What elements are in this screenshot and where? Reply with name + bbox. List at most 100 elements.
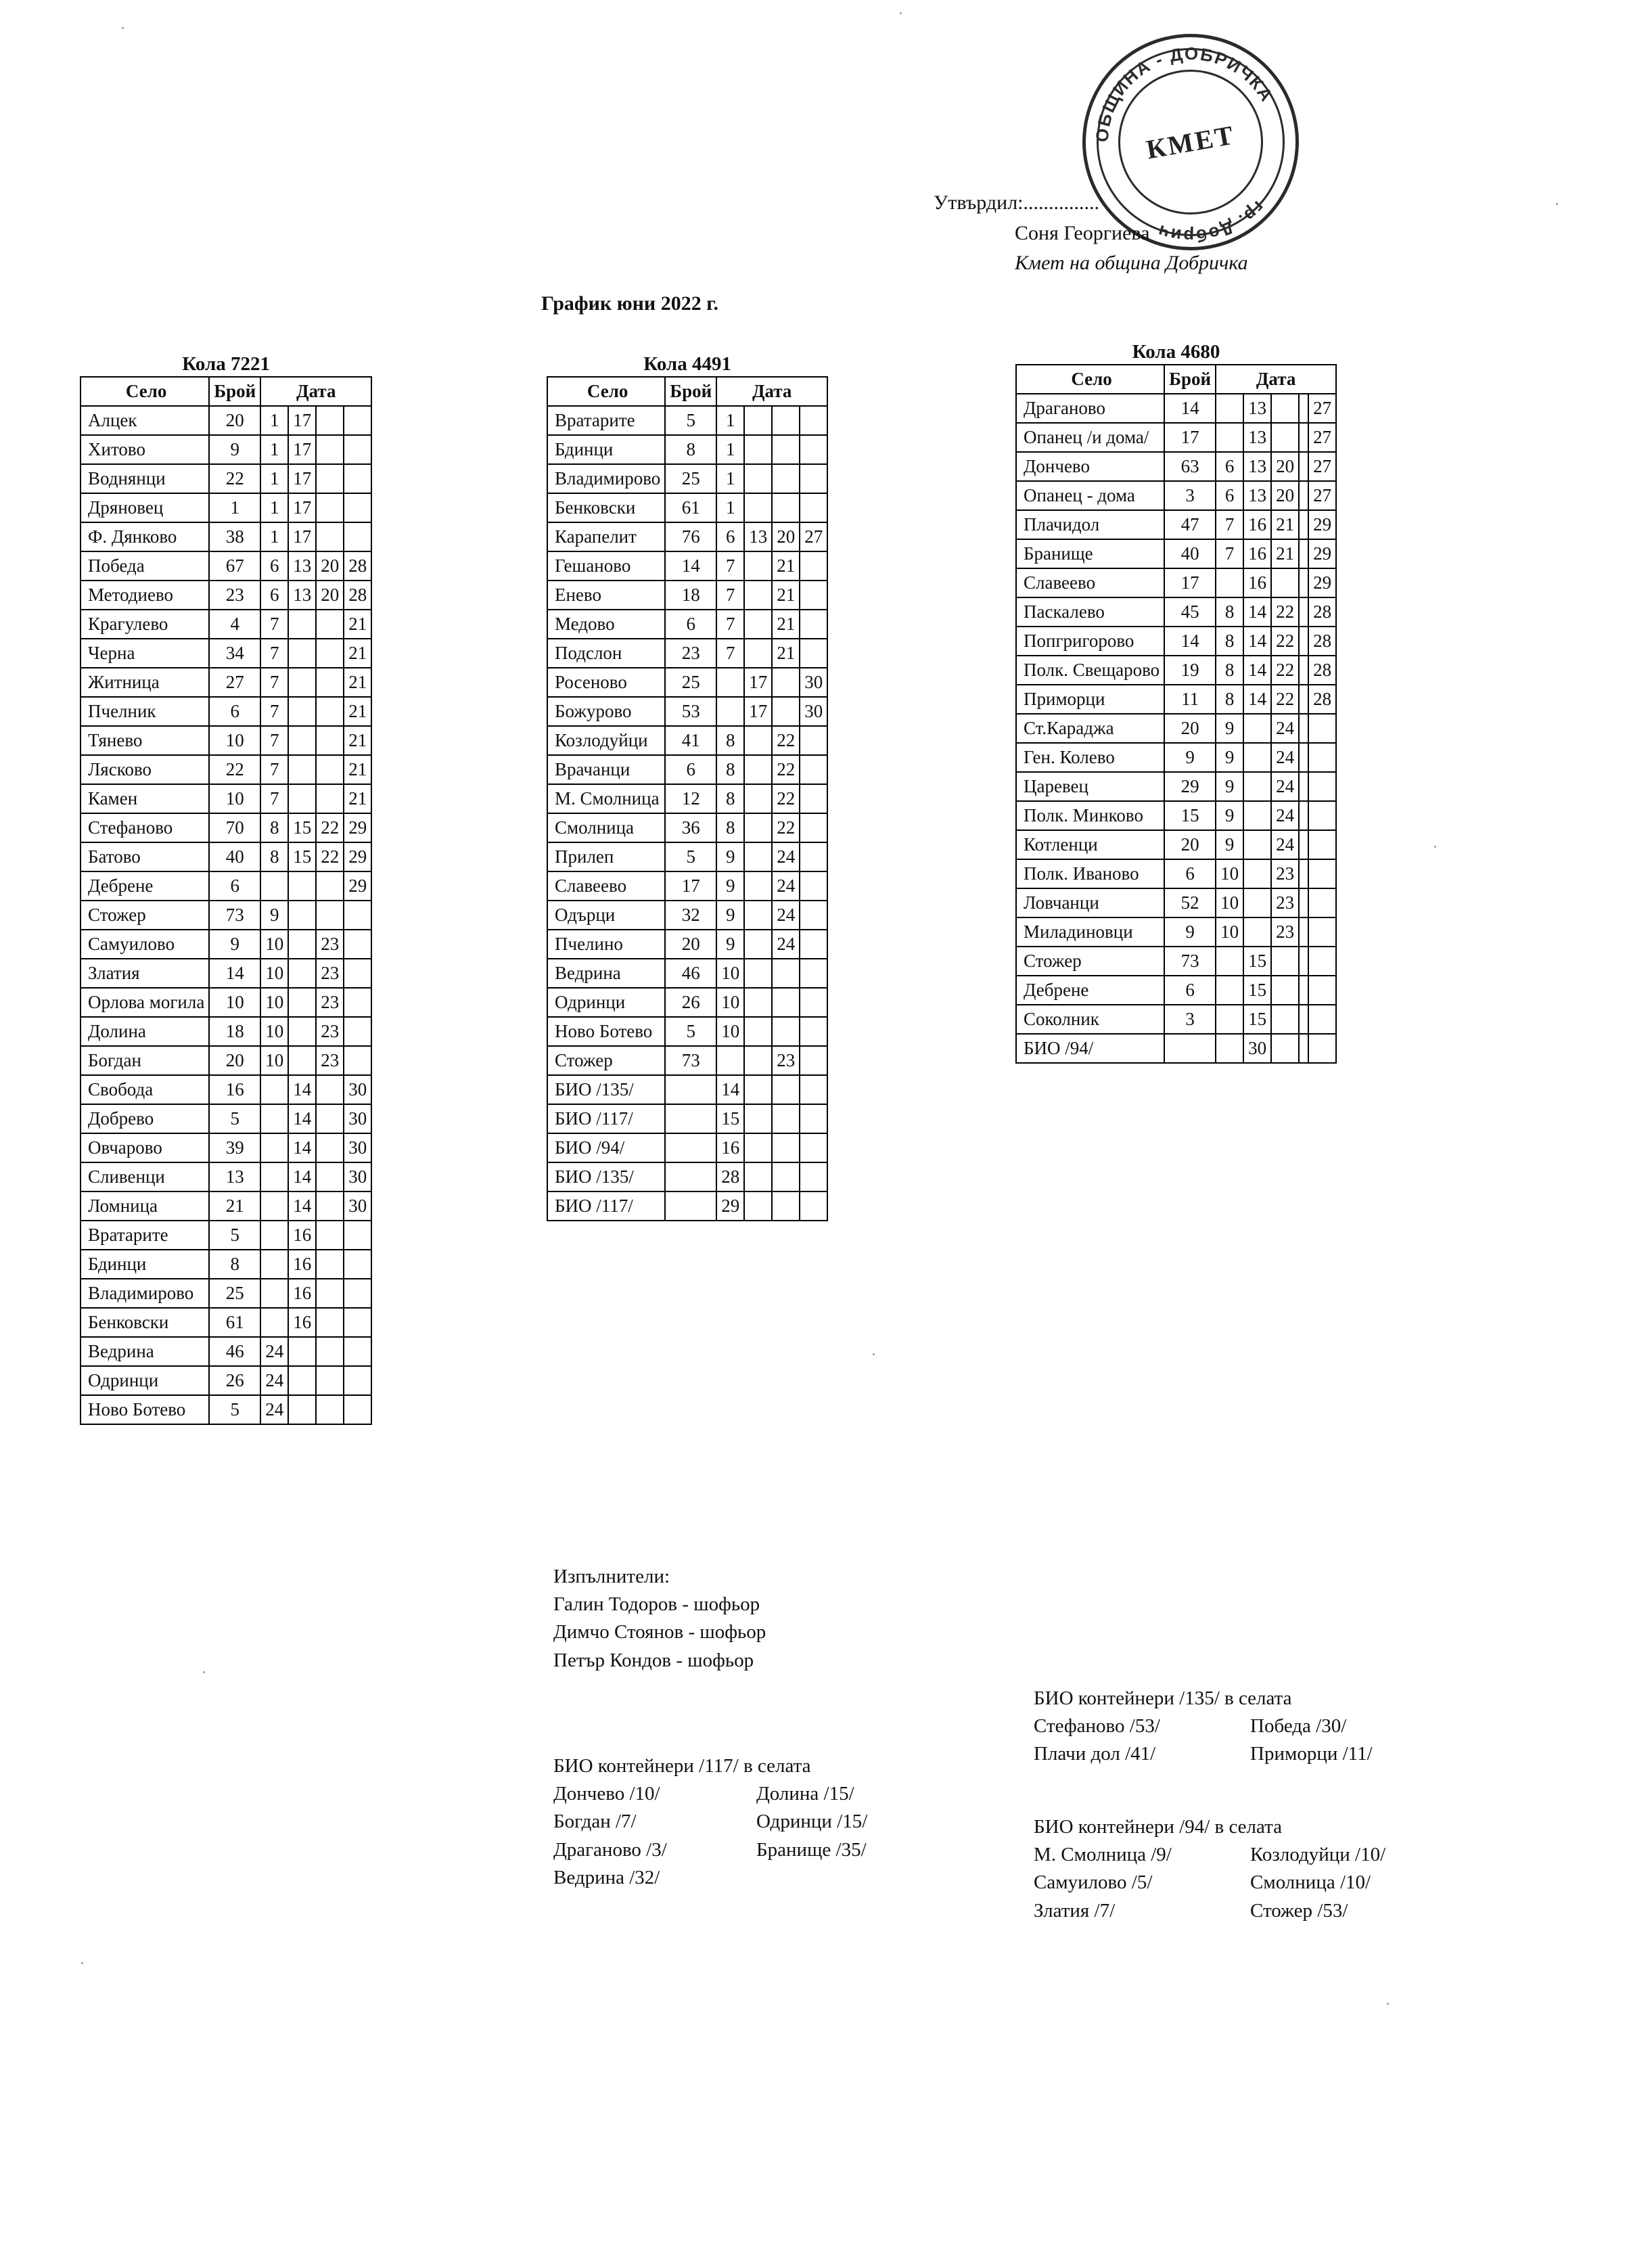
cell-count: 46 bbox=[208, 1336, 262, 1367]
cell-date bbox=[743, 929, 773, 959]
cell-date bbox=[743, 609, 773, 639]
cell-date bbox=[799, 1045, 829, 1076]
table-row: Божурово 53 17 30 bbox=[546, 696, 829, 727]
table-row: Черна 34 7 21 bbox=[79, 638, 373, 668]
cell-village: БИО /117/ bbox=[546, 1104, 666, 1134]
table-row: Ново Ботево 5 24 bbox=[79, 1394, 373, 1425]
cell-date: 17 bbox=[288, 434, 317, 465]
cell-date: 13 bbox=[743, 522, 773, 552]
cell-date bbox=[1308, 830, 1337, 860]
cell-date bbox=[343, 493, 373, 523]
cell-date: 16 bbox=[1243, 568, 1272, 598]
cell-count: 5 bbox=[664, 1016, 718, 1047]
cell-date bbox=[1308, 917, 1337, 947]
cell-count bbox=[664, 1162, 718, 1192]
table-row: Опанец /и дома/17 13 27 bbox=[1015, 422, 1337, 453]
cell-date: 15 bbox=[288, 813, 317, 843]
cell-date bbox=[260, 1249, 290, 1279]
cell-date bbox=[743, 405, 773, 436]
cell-village: Стожер bbox=[1015, 946, 1166, 976]
cell-date: 16 bbox=[288, 1307, 317, 1338]
table-row: Свобода 16 14 30 bbox=[79, 1074, 373, 1105]
cell-date: 13 bbox=[1243, 451, 1272, 482]
cell-date bbox=[771, 958, 801, 989]
cell-village: Ф. Дянково bbox=[79, 522, 210, 552]
cell-date bbox=[315, 434, 345, 465]
cell-count: 67 bbox=[208, 551, 262, 581]
cell-date: 9 bbox=[260, 900, 290, 930]
approver-name: Соня Георгиева bbox=[1015, 221, 1150, 244]
cell-date: 7 bbox=[260, 609, 290, 639]
cell-village: Методиево bbox=[79, 580, 210, 610]
cell-date: 24 bbox=[260, 1336, 290, 1367]
cell-date bbox=[1298, 859, 1310, 889]
cell-date: 29 bbox=[1308, 509, 1337, 540]
cell-village: Плачидол bbox=[1015, 509, 1166, 540]
cell-date: 1 bbox=[716, 434, 745, 465]
cell-village: Полк. Свещарово bbox=[1015, 655, 1166, 685]
bio-block-header: БИО контейнери /94/ в селата bbox=[1034, 1816, 1283, 1838]
cell-date bbox=[343, 929, 373, 959]
cell-village: Житница bbox=[79, 667, 210, 698]
table-row: Бдинци 8 1 bbox=[546, 434, 829, 465]
cell-date: 9 bbox=[1215, 800, 1245, 831]
column-header-count: Брой bbox=[208, 376, 262, 407]
cell-date: 23 bbox=[315, 987, 345, 1018]
cell-date bbox=[771, 1074, 801, 1105]
cell-date bbox=[799, 493, 829, 523]
cell-date bbox=[1298, 451, 1310, 482]
cell-count: 17 bbox=[1164, 568, 1217, 598]
bio-village-item: Драганово /3/ bbox=[553, 1838, 667, 1861]
cell-date bbox=[315, 754, 345, 785]
cell-date: 14 bbox=[716, 1074, 745, 1105]
cell-date bbox=[799, 609, 829, 639]
cell-date: 15 bbox=[1243, 1004, 1272, 1035]
cell-date bbox=[343, 1278, 373, 1309]
table-row: Стожер 73 15 bbox=[1015, 946, 1337, 976]
cell-village: Ст.Караджа bbox=[1015, 713, 1166, 744]
table-row: Хитово 9 1 17 bbox=[79, 434, 373, 465]
cell-date bbox=[799, 987, 829, 1018]
cell-count: 20 bbox=[208, 1045, 262, 1076]
cell-date: 24 bbox=[771, 842, 801, 872]
column-header-date: Дата bbox=[1215, 364, 1337, 394]
cell-count: 5 bbox=[208, 1394, 262, 1425]
cell-date: 21 bbox=[343, 725, 373, 756]
cell-date: 10 bbox=[716, 1016, 745, 1047]
cell-date: 29 bbox=[1308, 568, 1337, 598]
cell-date bbox=[1308, 713, 1337, 744]
cell-date: 9 bbox=[1215, 742, 1245, 773]
cell-count: 25 bbox=[664, 667, 718, 698]
cell-date: 23 bbox=[1270, 888, 1300, 918]
cell-date bbox=[260, 1104, 290, 1134]
table-row: Опанец - дома 3 6 13 20 27 bbox=[1015, 480, 1337, 511]
cell-count: 6 bbox=[208, 871, 262, 901]
cell-date bbox=[771, 987, 801, 1018]
cell-count: 5 bbox=[208, 1104, 262, 1134]
cell-date: 23 bbox=[1270, 917, 1300, 947]
cell-count: 32 bbox=[664, 900, 718, 930]
cell-count: 3 bbox=[1164, 480, 1217, 511]
cell-date: 8 bbox=[716, 784, 745, 814]
cell-count: 3 bbox=[1164, 1004, 1217, 1035]
cell-count: 38 bbox=[208, 522, 262, 552]
cell-village: БИО /94/ bbox=[1015, 1033, 1166, 1064]
table-row: Крагулево 4 7 21 bbox=[79, 609, 373, 639]
cell-village: Котленци bbox=[1015, 830, 1166, 860]
cell-count bbox=[664, 1104, 718, 1134]
cell-date: 1 bbox=[260, 463, 290, 494]
scan-speck bbox=[1556, 203, 1558, 205]
table-row: Добрево 5 14 30 bbox=[79, 1104, 373, 1134]
cell-date: 22 bbox=[1270, 655, 1300, 685]
cell-date bbox=[799, 929, 829, 959]
cell-date: 10 bbox=[260, 1016, 290, 1047]
cell-village: Полк. Минково bbox=[1015, 800, 1166, 831]
cell-count: 29 bbox=[1164, 771, 1217, 802]
table-row: Козлодуйци 41 8 22 bbox=[546, 725, 829, 756]
cell-date bbox=[743, 638, 773, 668]
table-row: Житница 27 7 21 bbox=[79, 667, 373, 698]
cell-village: Стефаново bbox=[79, 813, 210, 843]
cell-date bbox=[1243, 742, 1272, 773]
cell-count: 10 bbox=[208, 784, 262, 814]
cell-date: 13 bbox=[1243, 480, 1272, 511]
